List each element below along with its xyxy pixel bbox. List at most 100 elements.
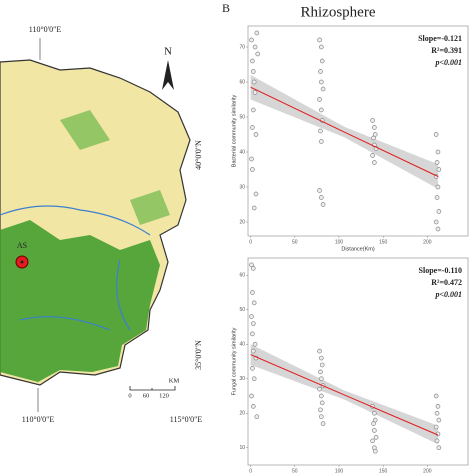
vegetation — [60, 110, 170, 225]
point — [370, 153, 375, 158]
point — [255, 51, 261, 57]
fit-line — [250, 86, 439, 177]
x-tick-label: 200 — [423, 239, 432, 245]
point — [251, 205, 257, 211]
point — [320, 86, 326, 92]
point — [249, 393, 254, 399]
y-axis-label: Bacterial community similarity — [231, 95, 237, 168]
point — [318, 407, 323, 413]
point — [318, 44, 324, 50]
point — [250, 404, 256, 409]
point — [370, 438, 375, 444]
chart-title: Rhizosphere — [301, 4, 376, 20]
point — [253, 132, 259, 137]
scale-unit: KM — [169, 377, 180, 384]
point — [250, 125, 255, 130]
point — [372, 448, 378, 454]
point — [249, 156, 254, 162]
point — [254, 30, 260, 36]
annotation: p<0.001 — [434, 290, 462, 299]
point — [435, 226, 441, 232]
point — [317, 386, 322, 392]
x-tick-label: 150 — [379, 468, 388, 474]
point — [370, 118, 375, 123]
point — [318, 195, 324, 200]
lon-label: 110°0'0"E — [22, 415, 55, 424]
y-tick-label: 10 — [239, 445, 245, 451]
point — [251, 376, 257, 382]
point — [318, 79, 324, 85]
point — [252, 44, 258, 50]
point — [434, 160, 440, 165]
annotation: Slope=-0.121 — [418, 34, 462, 43]
point — [251, 79, 257, 85]
x-axis-label: Distance(Km) — [341, 246, 374, 252]
annotation: R²=0.391 — [431, 46, 462, 55]
point — [253, 191, 259, 197]
point — [371, 160, 377, 165]
x-tick-label: 100 — [335, 468, 344, 474]
point — [250, 266, 256, 271]
plot-area — [247, 25, 469, 237]
point — [254, 414, 260, 420]
point — [435, 149, 441, 155]
x-tick-label: 200 — [423, 468, 432, 474]
point — [250, 58, 255, 64]
point — [434, 410, 440, 416]
point — [250, 69, 256, 74]
point — [371, 125, 377, 130]
scale-label: 120 — [159, 392, 169, 399]
point — [433, 424, 439, 430]
point — [250, 167, 255, 172]
scale-label: 60 — [143, 392, 150, 399]
point — [317, 97, 322, 102]
point — [371, 421, 376, 426]
point — [435, 184, 441, 190]
point — [250, 331, 255, 337]
point — [250, 290, 255, 295]
point — [433, 393, 439, 399]
point — [436, 445, 442, 451]
y-tick-label: 60 — [239, 273, 245, 279]
annotation: p<0.001 — [434, 58, 462, 67]
point — [435, 404, 441, 409]
point — [252, 341, 258, 347]
x-tick-label: 50 — [292, 468, 298, 474]
point — [433, 219, 439, 225]
x-tick-label: 100 — [335, 239, 344, 245]
point — [433, 132, 439, 137]
map: AS 110°0'0"E 40°0'0"N 35°0'0"N 110°0'0"E… — [0, 25, 203, 424]
y-tick-label: 20 — [239, 411, 245, 417]
point — [250, 321, 256, 326]
point — [371, 410, 377, 416]
point — [436, 167, 442, 172]
site-label: AS — [17, 241, 27, 250]
point — [317, 348, 322, 354]
y-axis-label: Fungal community similarity — [231, 327, 237, 395]
point — [320, 421, 326, 426]
annotation: R²=0.472 — [431, 278, 462, 287]
point — [318, 107, 324, 113]
fit-line — [250, 354, 439, 436]
point — [249, 37, 254, 43]
point — [318, 355, 324, 361]
y-tick-label: 20 — [239, 219, 245, 225]
north-label: N — [164, 46, 172, 58]
point — [318, 376, 324, 382]
point — [318, 139, 324, 144]
y-tick-label: 70 — [239, 44, 245, 50]
north-arrow — [162, 60, 174, 90]
point — [434, 195, 440, 200]
x-tick-label: 50 — [292, 239, 298, 245]
point — [318, 369, 323, 375]
annotation: Slope=-0.110 — [419, 266, 462, 275]
point — [250, 348, 256, 354]
y-tick-label: 30 — [239, 376, 245, 382]
point — [250, 366, 255, 371]
point — [436, 209, 442, 214]
point — [319, 400, 325, 406]
y-tick-label: 50 — [239, 307, 245, 313]
scale-label: 0 — [128, 392, 131, 399]
plot-area — [247, 257, 469, 466]
point — [250, 107, 256, 113]
